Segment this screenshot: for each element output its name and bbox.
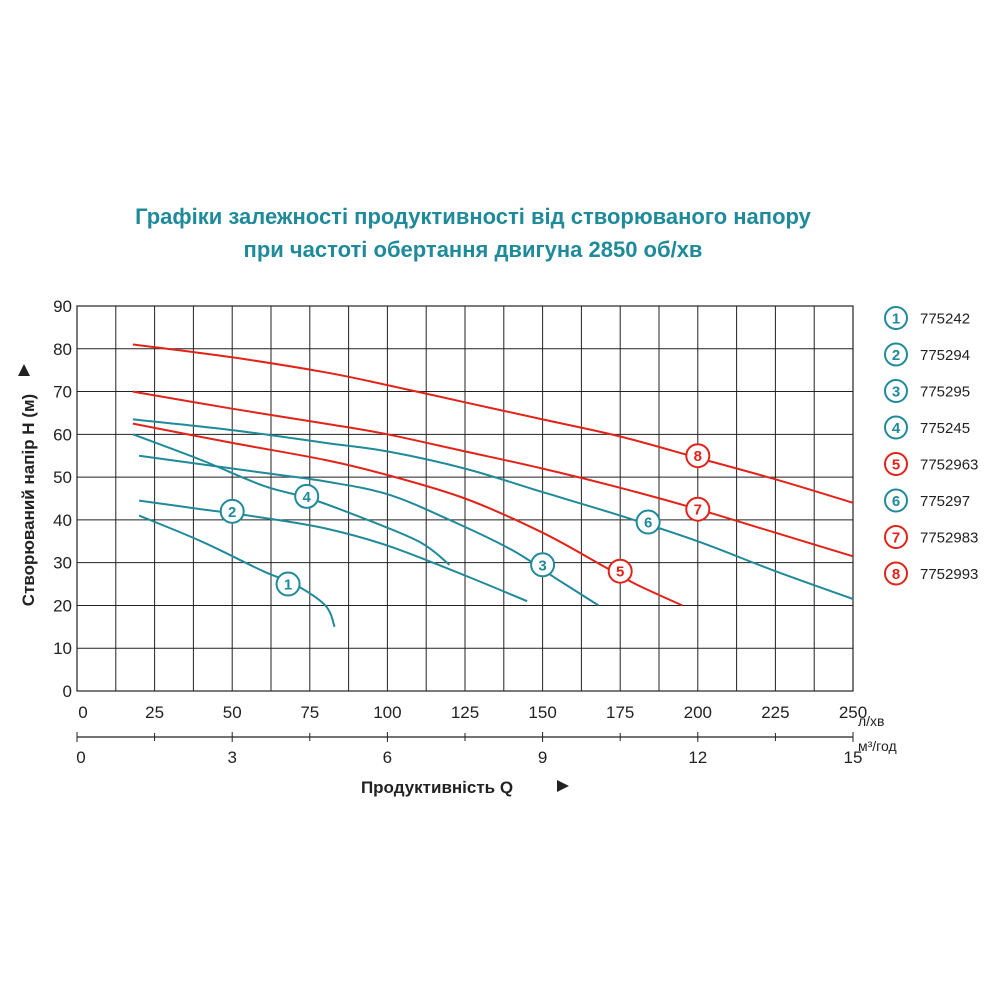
x-axis-arrow-icon bbox=[557, 780, 569, 792]
legend-badge-label: 3 bbox=[892, 384, 900, 401]
legend-badge-2 bbox=[884, 342, 908, 367]
x-tick-label: 75 bbox=[300, 703, 319, 722]
legend-badge-7 bbox=[884, 525, 908, 549]
y-tick-label: 20 bbox=[53, 596, 72, 615]
y-tick-label: 30 bbox=[53, 554, 72, 573]
legend-badge-label: 4 bbox=[892, 420, 901, 437]
x-tick-label: 175 bbox=[606, 703, 634, 722]
y-tick-label: 80 bbox=[53, 340, 72, 359]
y-tick-label: 0 bbox=[63, 682, 72, 701]
y-axis-arrow-icon bbox=[18, 364, 30, 376]
x2-tick-label: 12 bbox=[688, 748, 707, 767]
legend-item-775294: 775294 bbox=[920, 347, 970, 364]
x-tick-label: 0 bbox=[78, 703, 87, 722]
series-marker-label: 6 bbox=[644, 515, 652, 532]
legend-badge-8 bbox=[884, 561, 908, 586]
x-tick-label: 100 bbox=[373, 703, 401, 722]
series-markers: 1 2 3 4 5 6 7 8 bbox=[219, 443, 711, 597]
legend-badge-3 bbox=[884, 379, 908, 403]
legend-badge-label: 5 bbox=[892, 457, 900, 474]
series-marker-label: 1 bbox=[284, 577, 292, 594]
x-tick-label: 125 bbox=[451, 703, 479, 722]
x-tick-label: 225 bbox=[761, 703, 789, 722]
series-marker-6 bbox=[635, 509, 661, 535]
chart-title-line-1: Графіки залежності продуктивності від ст… bbox=[135, 204, 812, 229]
series-line-7752993 bbox=[132, 343, 854, 504]
legend-item-775297: 775297 bbox=[920, 493, 970, 510]
series-line-7752983 bbox=[132, 390, 854, 558]
x-tick-label: 150 bbox=[528, 703, 556, 722]
series-marker-5 bbox=[607, 558, 633, 584]
series-marker-label: 3 bbox=[538, 557, 546, 574]
series-marker-3 bbox=[530, 552, 556, 578]
y-tick-label: 60 bbox=[53, 425, 72, 444]
chart-title: Графіки залежності продуктивності від ст… bbox=[135, 204, 812, 262]
y-tick-label: 50 bbox=[53, 468, 72, 487]
y-tick-label: 90 bbox=[53, 297, 72, 316]
legend: 1 775242 2 775294 3 775295 4 775245 5 7752963 6 775… bbox=[884, 306, 978, 586]
x-tick-label: 25 bbox=[145, 703, 164, 722]
plot-grid bbox=[76, 305, 854, 692]
series-line-775242 bbox=[138, 514, 336, 628]
legend-item-7752993: 7752993 bbox=[920, 566, 978, 583]
legend-badge-label: 8 bbox=[892, 566, 900, 583]
series-line-775294 bbox=[138, 499, 528, 603]
series-line-775297 bbox=[132, 418, 854, 600]
legend-item-775295: 775295 bbox=[920, 384, 970, 401]
legend-item-775242: 775242 bbox=[920, 311, 970, 328]
chart-title-line-2: при частоті обертання двигуна 2850 об/хв bbox=[244, 237, 703, 262]
legend-badge-label: 6 bbox=[892, 493, 900, 510]
x2-tick-label: 3 bbox=[227, 748, 236, 767]
series-marker-label: 2 bbox=[228, 504, 236, 521]
legend-badge-label: 2 bbox=[892, 347, 900, 364]
legend-badge-5 bbox=[884, 452, 908, 476]
series-marker-label: 4 bbox=[303, 489, 312, 506]
x2-tick-label: 9 bbox=[538, 748, 547, 767]
legend-item-775245: 775245 bbox=[920, 420, 970, 437]
legend-badge-1 bbox=[884, 306, 908, 330]
x-unit-label: л/хв bbox=[858, 713, 885, 729]
plot-frame bbox=[76, 305, 854, 692]
legend-badge-6 bbox=[884, 488, 908, 513]
y-tick-label: 40 bbox=[53, 511, 72, 530]
x-tick-label: 200 bbox=[684, 703, 712, 722]
series-line-7752963 bbox=[132, 422, 683, 607]
y-tick-label: 10 bbox=[53, 639, 72, 658]
x2-tick-label: 6 bbox=[383, 748, 392, 767]
series-marker-1 bbox=[275, 571, 301, 597]
x2-tick-label: 0 bbox=[76, 748, 85, 767]
legend-badge-4 bbox=[884, 415, 908, 440]
legend-badge-label: 7 bbox=[892, 530, 900, 547]
legend-item-7752963: 7752963 bbox=[920, 457, 978, 474]
series-lines bbox=[132, 343, 854, 628]
legend-item-7752983: 7752983 bbox=[920, 530, 978, 547]
x-tick-label: 250 bbox=[839, 703, 867, 722]
y-tick-label: 70 bbox=[53, 383, 72, 402]
y-axis-title: Створюваний напір H (м) bbox=[19, 394, 38, 606]
x-tick-label: 50 bbox=[223, 703, 242, 722]
series-marker-8 bbox=[685, 443, 711, 469]
x2-tick-label: 15 bbox=[844, 748, 863, 767]
series-marker-label: 8 bbox=[694, 448, 702, 465]
legend-badge-label: 1 bbox=[892, 311, 900, 328]
x-axis-title: Продуктивність Q bbox=[361, 778, 513, 797]
series-marker-7 bbox=[685, 496, 711, 522]
series-marker-label: 7 bbox=[694, 502, 702, 519]
series-line-775295 bbox=[138, 454, 600, 607]
x2-unit-label: м³/год bbox=[858, 738, 897, 754]
series-marker-4 bbox=[294, 483, 320, 509]
series-marker-label: 5 bbox=[616, 564, 624, 581]
series-marker-2 bbox=[219, 498, 245, 524]
